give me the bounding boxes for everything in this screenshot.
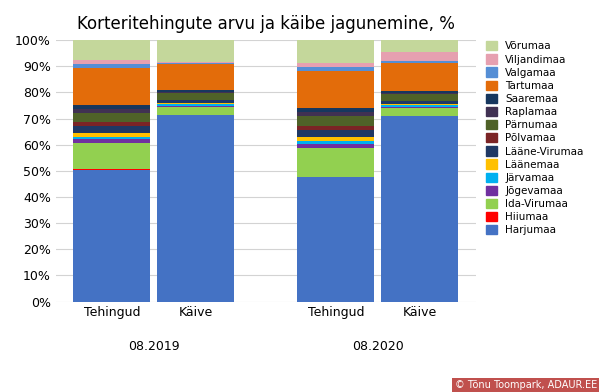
Bar <box>382 116 458 301</box>
Bar <box>382 107 458 108</box>
Bar <box>157 62 235 63</box>
Bar <box>382 61 458 63</box>
Bar <box>73 170 150 301</box>
Title: Korteritehingute arvu ja käibe jagunemine, %: Korteritehingute arvu ja käibe jagunemin… <box>77 15 455 33</box>
Bar <box>73 64 150 68</box>
Bar <box>73 136 150 139</box>
Bar <box>298 67 374 71</box>
Bar <box>73 169 150 170</box>
Bar <box>298 137 374 141</box>
Bar <box>157 40 235 62</box>
Bar <box>298 131 374 137</box>
Bar <box>382 100 458 101</box>
Bar <box>298 127 374 131</box>
Bar <box>298 63 374 67</box>
Bar <box>73 68 150 105</box>
Bar <box>382 94 458 100</box>
Bar <box>298 141 374 143</box>
Bar <box>298 177 374 178</box>
Bar <box>382 104 458 105</box>
Bar <box>73 139 150 143</box>
Bar <box>157 107 235 115</box>
Bar <box>157 104 235 105</box>
Bar <box>73 113 150 122</box>
Bar <box>298 108 374 112</box>
Bar <box>298 40 374 63</box>
Text: © Tõnu Toompark, ADAUR.EE: © Tõnu Toompark, ADAUR.EE <box>455 380 597 390</box>
Bar <box>382 52 458 61</box>
Bar <box>298 112 374 116</box>
Bar <box>298 143 374 148</box>
Bar <box>157 93 235 100</box>
Bar <box>157 105 235 107</box>
Bar <box>73 40 150 60</box>
Bar <box>298 178 374 301</box>
Bar <box>298 71 374 108</box>
Bar <box>157 103 235 104</box>
Bar <box>73 60 150 64</box>
Text: 08.2019: 08.2019 <box>128 341 179 354</box>
Bar <box>73 105 150 109</box>
Bar <box>157 115 235 301</box>
Bar <box>73 126 150 132</box>
Bar <box>157 90 235 92</box>
Legend: Võrumaa, Viljandimaa, Valgamaa, Tartumaa, Saaremaa, Raplamaa, Pärnumaa, Põlvamaa: Võrumaa, Viljandimaa, Valgamaa, Tartumaa… <box>485 40 584 236</box>
Bar <box>73 122 150 126</box>
Bar <box>157 64 235 90</box>
Bar <box>382 101 458 104</box>
Bar <box>382 91 458 93</box>
Bar <box>382 93 458 94</box>
Bar <box>157 63 235 64</box>
Bar <box>73 109 150 113</box>
Bar <box>298 116 374 127</box>
Bar <box>157 92 235 93</box>
Bar <box>157 100 235 103</box>
Bar <box>382 108 458 116</box>
Bar <box>73 132 150 136</box>
Bar <box>382 63 458 91</box>
Bar <box>73 143 150 169</box>
Text: 08.2020: 08.2020 <box>352 341 404 354</box>
Bar <box>382 40 458 52</box>
Bar <box>298 148 374 177</box>
Bar <box>382 105 458 107</box>
